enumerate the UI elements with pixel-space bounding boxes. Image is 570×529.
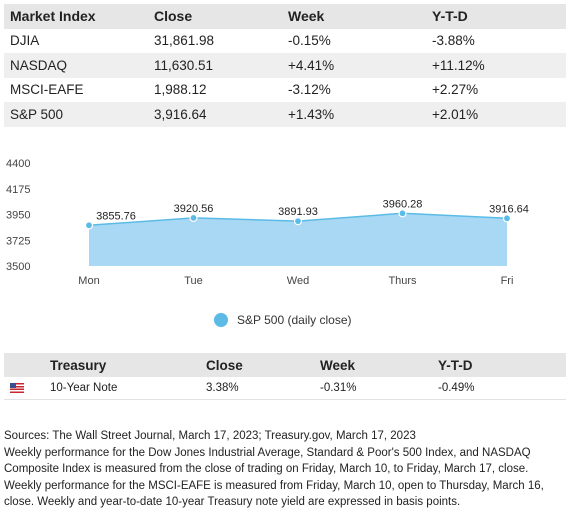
data-points [84,209,512,230]
table-row: 10-Year Note 3.38% -0.31% -0.49% [4,377,566,400]
header-week: Week [282,4,426,29]
data-point [293,217,303,226]
cell-ytd: +2.27% [426,77,566,102]
cell-close: 3.38% [200,377,314,400]
area-fill [89,213,507,266]
cell-ytd: +2.01% [426,102,566,127]
legend-swatch [214,313,228,327]
cell-ytd: -0.49% [432,377,566,400]
cell-week: -0.31% [314,377,432,400]
cell-close: 3,916.64 [148,102,282,127]
cell-index: MSCI-EAFE [4,77,148,102]
cell-week: -3.12% [282,77,426,102]
cell-index: DJIA [4,28,148,53]
data-label: 3920.56 [174,203,214,215]
data-point [502,214,512,223]
data-label: 3891.93 [278,206,318,218]
us-flag-icon [10,382,24,393]
data-labels: 3855.76 3920.56 3891.93 3960.28 3916.64 [96,198,529,222]
table-row: NASDAQ 11,630.51 +4.41% +11.12% [4,53,566,78]
x-tick-label: Fri [501,275,514,287]
cell-close: 11,630.51 [148,53,282,78]
market-index-table: Market Index Close Week Y-T-D DJIA 31,86… [4,4,566,127]
header-treasury: Treasury [44,353,200,377]
market-table-header: Market Index Close Week Y-T-D [4,4,566,29]
cell-index: S&P 500 [4,102,148,127]
chart-legend: S&P 500 (daily close) [214,311,352,329]
cell-close: 31,861.98 [148,28,282,53]
data-label: 3855.76 [96,210,136,222]
header-close: Close [148,4,282,29]
x-tick-label: Tue [184,275,203,287]
cell-name: 10-Year Note [44,377,200,400]
sp500-area-chart: 3500 3725 3950 4175 4400 3855.76 3920.56 3891.… [6,158,529,287]
data-point [189,213,198,222]
table-row: S&P 500 3,916.64 +1.43% +2.01% [4,102,566,127]
header-flag [4,353,44,377]
y-tick-label: 3500 [6,261,30,273]
data-label: 3960.28 [383,198,423,210]
cell-week: +1.43% [282,102,426,127]
y-tick-label: 4400 [6,158,30,170]
legend-label: S&P 500 (daily close) [237,313,352,327]
header-week: Week [314,353,432,377]
treasury-table-header: Treasury Close Week Y-T-D [4,353,566,377]
x-tick-label: Wed [287,275,309,287]
x-axis: Mon Tue Wed Thurs Fri [78,275,513,287]
data-point [398,209,407,218]
header-close: Close [200,353,314,377]
y-tick-label: 3725 [6,235,30,247]
methodology-note: Weekly performance for the Dow Jones Ind… [4,446,544,509]
table-row: DJIA 31,861.98 -0.15% -3.88% [4,28,566,53]
y-tick-label: 4175 [6,184,30,196]
table-row: MSCI-EAFE 1,988.12 -3.12% +2.27% [4,77,566,102]
y-axis: 3500 3725 3950 4175 4400 [6,158,30,273]
sources-note: Sources: The Wall Street Journal, March … [4,428,566,511]
cell-week: -0.15% [282,28,426,53]
x-tick-label: Thurs [388,275,417,287]
flag-cell [4,377,44,400]
cell-week: +4.41% [282,53,426,78]
sources-line: Sources: The Wall Street Journal, March … [4,430,416,442]
treasury-table: Treasury Close Week Y-T-D 10-Year Note 3… [4,353,566,400]
cell-ytd: +11.12% [426,53,566,78]
header-ytd: Y-T-D [426,4,566,29]
header-market-index: Market Index [4,4,148,29]
header-ytd: Y-T-D [432,353,566,377]
cell-index: NASDAQ [4,53,148,78]
data-label: 3916.64 [489,203,529,215]
data-point [84,221,94,230]
cell-ytd: -3.88% [426,28,566,53]
x-tick-label: Mon [78,275,99,287]
y-tick-label: 3950 [6,210,30,222]
cell-close: 1,988.12 [148,77,282,102]
